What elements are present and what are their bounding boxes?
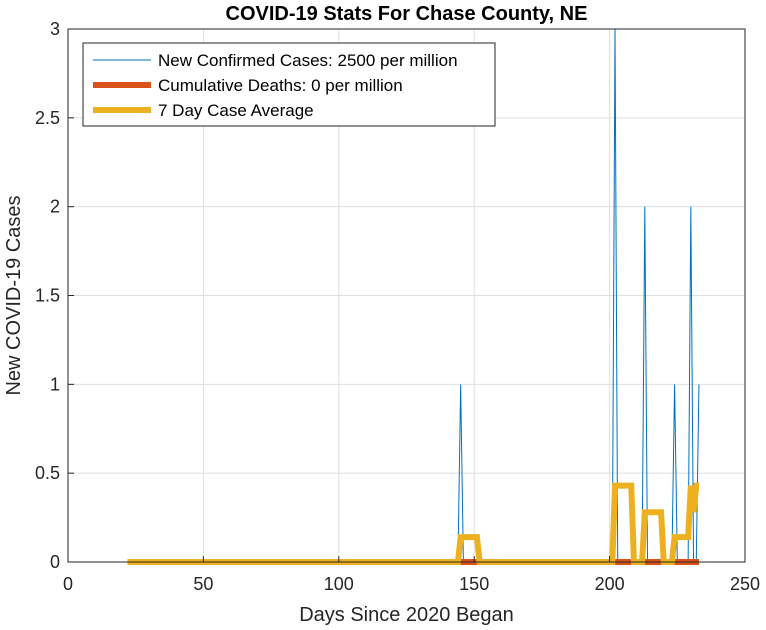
y-tick-label-2: 1: [50, 374, 60, 394]
x-tick-label-2: 100: [324, 574, 354, 594]
legend: New Confirmed Cases: 2500 per million Cu…: [82, 42, 496, 127]
y-tick-label-5: 2.5: [35, 108, 60, 128]
y-tick-label-1: 0.5: [35, 463, 60, 483]
y-tick-label-0: 0: [50, 552, 60, 572]
x-tick-label-5: 250: [730, 574, 760, 594]
legend-box: [82, 42, 496, 127]
chart-title: COVID-19 Stats For Chase County, NE: [226, 3, 588, 25]
series-new-cases: [127, 28, 700, 563]
x-tick-label-0: 0: [63, 574, 73, 594]
legend-label-new-cases: New Confirmed Cases: 2500 per million: [158, 51, 458, 70]
y-tick-label-3: 1.5: [35, 286, 60, 306]
y-tick-label-6: 3: [50, 19, 60, 39]
series-average: [127, 482, 700, 565]
legend-label-deaths: Cumulative Deaths: 0 per million: [158, 76, 403, 95]
y-axis-label: New COVID-19 Cases: [3, 195, 25, 395]
x-tick-label-4: 200: [595, 574, 625, 594]
x-axis-label: Days Since 2020 Began: [299, 604, 514, 626]
ticks: 0 50 100 150 200 250 0 0.5 1 1.5 2 2.5 3: [35, 19, 760, 594]
x-tick-label-1: 50: [193, 574, 213, 594]
x-tick-label-3: 150: [459, 574, 489, 594]
y-tick-label-4: 2: [50, 197, 60, 217]
legend-label-average: 7 Day Case Average: [158, 101, 314, 120]
